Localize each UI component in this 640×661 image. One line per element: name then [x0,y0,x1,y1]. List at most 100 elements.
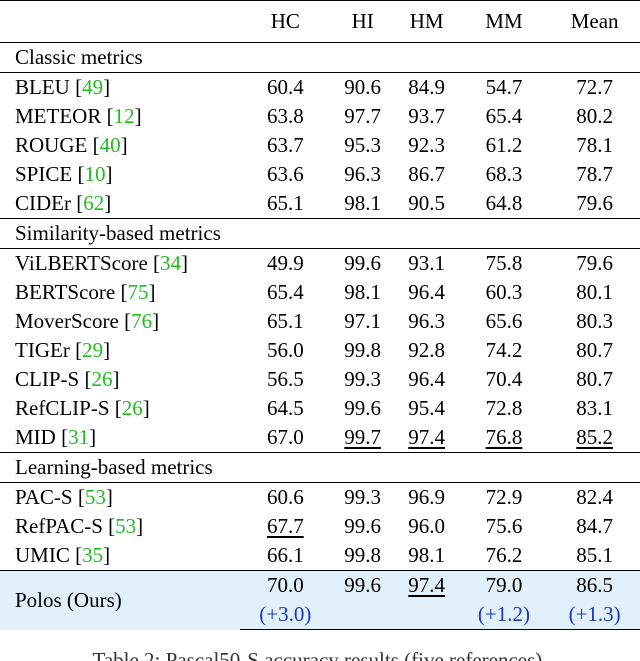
header-row: HC HI HM MM Mean [0,0,640,43]
header-hc: HC [240,0,331,43]
cell-hc: 66.1 [266,543,304,567]
cell-mean: 80.3 [576,309,614,333]
section-header-classic: Classic metrics [0,42,640,73]
citation-link[interactable]: 75 [127,280,149,304]
cell-hm: 92.8 [408,338,445,362]
cell-mm: 65.4 [485,104,523,128]
metric-name: ROUGE [40] [15,133,128,157]
cell-hi-best: 99.8 [344,338,382,362]
table-row: MID [31] 67.0 99.7 97.4 76.8 85.2 [0,423,640,453]
cell-hi: 90.6 [344,75,382,99]
citation-link[interactable]: 40 [99,133,121,157]
cell-hm: 96.4 [408,280,445,304]
table-row: TIGEr [29] 56.0 99.8 92.8 74.2 80.7 [0,336,640,365]
cell-hm: 92.3 [408,133,445,157]
cell-hm: 96.3 [408,309,445,333]
cell-mean: 72.7 [576,75,614,99]
cell-mean: 82.4 [576,485,614,509]
gain-mean: (+1.3) [549,600,640,630]
cell-mean: 80.1 [576,280,614,304]
citation-link[interactable]: 49 [82,75,104,99]
cell-hi: 99.6 [330,570,395,600]
citation-link[interactable]: 62 [83,191,105,215]
table-row: SPICE [10] 63.6 96.3 86.7 68.3 78.7 [0,160,640,189]
metric-name: ViLBERTScore [34] [15,251,189,275]
cell-mean: 84.7 [576,514,614,538]
header-mean: Mean [549,0,640,43]
cell-hc: 63.6 [266,162,304,186]
cell-mean: 80.2 [576,104,614,128]
table-row: ROUGE [40] 63.7 95.3 92.3 61.2 78.1 [0,131,640,160]
cell-hc: 63.7 [266,133,304,157]
cell-hc: 60.6 [266,485,304,509]
cell-mm-second: 76.8 [485,425,523,449]
header-hm: HM [394,0,459,43]
section-header-similarity: Similarity-based metrics [0,218,640,249]
cell-mm: 76.2 [485,543,523,567]
table-row: CIDEr [62] 65.1 98.1 90.5 64.8 79.6 [0,189,640,219]
citation-link[interactable]: 53 [115,514,137,538]
cell-mean: 80.7 [576,367,614,391]
cell-hc: 63.8 [266,104,304,128]
cell-hm: 86.7 [408,162,445,186]
gain-hm [394,600,459,630]
cell-hc: 67.0 [266,425,304,449]
cell-mean: 83.1 [576,396,614,420]
cell-mm: 72.8 [485,396,523,420]
metric-name: PAC-S [53] [15,485,113,509]
citation-link[interactable]: 34 [160,251,182,275]
cell-mean: 80.7 [576,338,614,362]
cell-hi: 95.3 [344,133,382,157]
cell-mm: 70.4 [485,367,523,391]
cell-hm: 90.5 [408,191,445,215]
citation-link[interactable]: 26 [121,396,143,420]
cell-hm-second: 97.4 [408,425,445,449]
cell-hi: 96.3 [344,162,382,186]
cell-hi: 98.1 [344,191,382,215]
cell-hi-second: 99.7 [344,425,382,449]
cell-mm: 75.8 [485,251,523,275]
citation-link[interactable]: 53 [84,485,106,509]
cell-mean: 79.6 [576,251,614,275]
cell-hi: 98.1 [344,280,382,304]
cell-mean: 78.1 [576,133,614,157]
table-row: MoverScore [76] 65.1 97.1 96.3 65.6 80.3 [0,307,640,336]
citation-link[interactable]: 76 [131,309,153,333]
table-row: UMIC [35] 66.1 99.8 98.1 76.2 85.1 [0,541,640,571]
cell-mm: 72.9 [485,485,523,509]
cell-hc: 60.4 [266,75,304,99]
cell-hc-second: 67.7 [266,514,304,538]
citation-link[interactable]: 35 [82,543,104,567]
cell-mm: 64.8 [485,191,523,215]
metric-name: TIGEr [29] [15,338,111,362]
cell-mean-second: 85.2 [576,425,614,449]
cell-hi: 99.3 [344,485,382,509]
citation-link[interactable]: 29 [82,338,104,362]
citation-link[interactable]: 12 [113,104,135,128]
metric-name-ours: Polos (Ours) [0,570,240,630]
cell-hi: 99.6 [344,514,382,538]
cell-mean-best: 86.5 [549,570,640,600]
section-header-learning: Learning-based metrics [0,452,640,483]
table-row: ViLBERTScore [34] 49.9 99.6 93.1 75.8 79… [0,249,640,279]
cell-hm-best: 98.1 [408,543,445,567]
table-row: CLIP-S [26] 56.5 99.3 96.4 70.4 80.7 [0,365,640,394]
header-hi: HI [330,0,395,43]
metric-name: CLIP-S [26] [15,367,120,391]
cell-hm-second: 97.4 [394,570,459,600]
metric-name: UMIC [35] [15,543,111,567]
citation-link[interactable]: 31 [68,425,90,449]
metric-name: BLEU [49] [15,75,111,99]
cell-hi-best: 99.8 [344,543,382,567]
table-row: PAC-S [53] 60.6 99.3 96.9 72.9 82.4 [0,483,640,513]
cell-hc: 65.1 [266,191,304,215]
cell-hc: 65.1 [266,309,304,333]
citation-link[interactable]: 26 [91,367,113,391]
cell-mm: 75.6 [485,514,523,538]
cell-hm: 96.9 [408,485,445,509]
cell-mean: 78.7 [576,162,614,186]
cell-mean: 85.1 [576,543,614,567]
citation-link[interactable]: 10 [84,162,106,186]
cell-hm: 96.4 [408,367,445,391]
